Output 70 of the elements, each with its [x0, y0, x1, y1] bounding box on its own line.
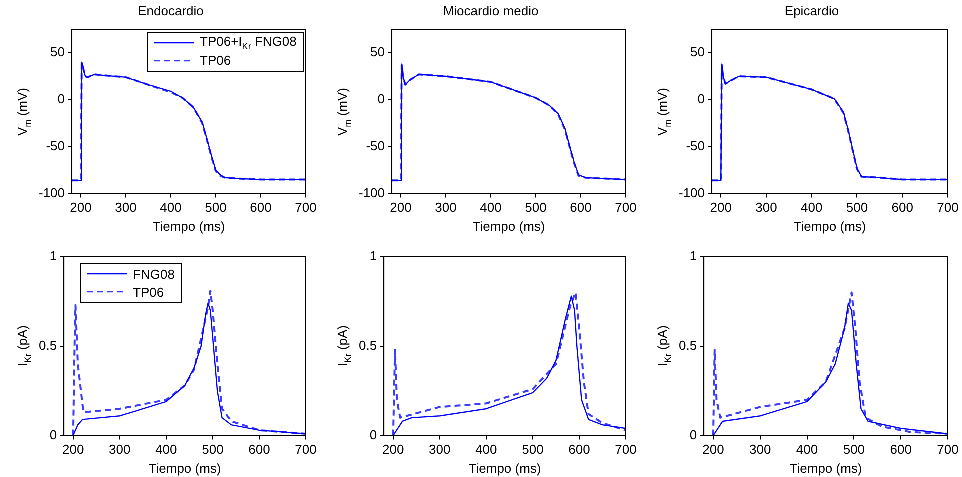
- y-tick-label: 1: [50, 248, 58, 264]
- x-tick-label: 500: [202, 442, 224, 458]
- x-tick-label: 700: [615, 442, 637, 458]
- x-axis-title: Tiempo (ms): [472, 218, 546, 234]
- x-tick-label: 400: [480, 200, 502, 216]
- x-tick-label: 400: [801, 200, 823, 216]
- y-tick-label: 0: [58, 92, 66, 107]
- y-tick-label: -50: [366, 138, 386, 154]
- x-axis-title: Tiempo (ms): [152, 218, 226, 234]
- x-tick-label: 700: [295, 442, 317, 458]
- y-tick-label: 50: [50, 44, 66, 60]
- x-axis-title: Tiempo (ms): [148, 460, 222, 476]
- y-tick-label: -50: [46, 138, 66, 154]
- y-tick-label: 0.5: [38, 338, 58, 353]
- x-tick-label: 300: [756, 200, 778, 216]
- x-tick-label: 500: [205, 200, 227, 216]
- x-tick-label: 400: [796, 442, 818, 458]
- y-tick-label: 0.5: [678, 338, 698, 353]
- x-tick-label: 500: [843, 442, 866, 458]
- y-tick-label: 1: [370, 248, 378, 264]
- x-tick-label: 200: [70, 200, 92, 216]
- x-tick-label: 600: [248, 442, 270, 458]
- x-axis-title: Tiempo (ms): [790, 460, 862, 476]
- x-tick-label: 400: [476, 442, 498, 458]
- y-tick-label: -100: [38, 185, 66, 200]
- x-tick-label: 600: [250, 200, 272, 216]
- x-tick-label: 700: [937, 442, 959, 458]
- y-tick-label: 0.5: [358, 338, 378, 353]
- x-tick-label: 600: [892, 200, 914, 216]
- x-axis-title: Tiempo (ms): [794, 218, 866, 234]
- x-tick-label: 200: [710, 200, 732, 216]
- y-tick-label: 50: [690, 44, 706, 60]
- x-tick-label: 300: [750, 442, 772, 458]
- x-tick-label: 600: [890, 442, 912, 458]
- x-tick-label: 300: [115, 200, 137, 216]
- x-tick-label: 700: [295, 200, 317, 216]
- chart-title: Miocardio medio: [443, 3, 539, 18]
- y-tick-label: 50: [370, 44, 386, 60]
- x-tick-label: 500: [525, 200, 547, 216]
- x-tick-label: 200: [62, 442, 84, 458]
- y-tick-label: 0: [50, 427, 58, 442]
- chart-title: Epicardio: [784, 3, 840, 18]
- x-tick-label: 600: [568, 442, 590, 458]
- y-tick-label: 0: [698, 92, 706, 107]
- y-tick-label: -100: [678, 185, 706, 200]
- legend-label: TP06: [200, 53, 232, 68]
- x-tick-label: 400: [160, 200, 182, 216]
- x-tick-label: 700: [937, 200, 959, 216]
- x-tick-label: 500: [522, 442, 544, 458]
- x-tick-label: 600: [570, 200, 592, 216]
- x-tick-label: 300: [429, 442, 451, 458]
- y-tick-label: 1: [690, 248, 698, 264]
- legend-label: TP06+I$_{Kr}$ FNG08: [200, 34, 297, 52]
- y-tick-label: 0: [690, 427, 698, 442]
- x-tick-label: 400: [156, 442, 178, 458]
- x-tick-label: 700: [615, 200, 637, 216]
- y-tick-label: 0: [378, 92, 386, 107]
- chart-title: Endocardio: [138, 3, 204, 18]
- y-tick-label: -50: [686, 138, 706, 154]
- x-tick-label: 200: [382, 442, 404, 458]
- x-tick-label: 500: [846, 200, 868, 216]
- x-tick-label: 300: [435, 200, 457, 216]
- legend-label: FNG08: [133, 266, 175, 282]
- x-tick-label: 300: [109, 442, 131, 458]
- y-tick-label: -100: [358, 185, 386, 200]
- x-axis-title: Tiempo (ms): [468, 460, 542, 476]
- y-tick-label: 0: [370, 427, 378, 442]
- legend-label: TP06: [133, 284, 164, 300]
- x-tick-label: 200: [390, 200, 412, 216]
- x-tick-label: 200: [702, 442, 724, 458]
